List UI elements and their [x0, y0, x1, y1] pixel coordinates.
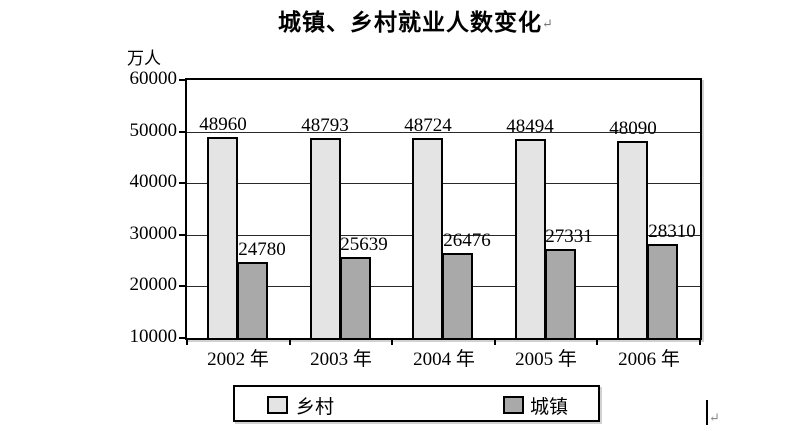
legend-box: 乡村 城镇: [233, 385, 600, 422]
bar-urban[interactable]: [340, 257, 371, 338]
bar-value-label-rural: 48494: [506, 116, 554, 137]
gridline-40000: [187, 183, 700, 184]
chart-title: 城镇、乡村就业人数变化↵: [0, 3, 795, 37]
legend-label-urban: 城镇: [530, 397, 569, 418]
bar-value-label-urban: 28310: [648, 221, 696, 242]
bar-value-label-urban: 24780: [238, 239, 286, 260]
y-axis-unit-label: 万人: [127, 49, 161, 68]
x-category-label: 2002 年: [207, 349, 269, 370]
y-axis-tick: [179, 131, 185, 133]
bar-value-label-urban: 26476: [443, 230, 491, 251]
y-axis-tick: [179, 79, 185, 81]
y-tick-label: 10000: [129, 326, 178, 347]
bar-value-label-rural: 48724: [404, 115, 452, 136]
y-tick-label: 50000: [129, 120, 178, 141]
bar-value-label-rural: 48090: [609, 118, 657, 139]
y-axis-tick: [179, 182, 185, 184]
x-axis-tick: [596, 340, 598, 345]
x-axis-tick: [289, 340, 291, 345]
x-category-label: 2003 年: [310, 349, 372, 370]
bar-urban[interactable]: [647, 244, 678, 338]
bar-rural[interactable]: [207, 137, 238, 338]
bar-rural[interactable]: [515, 139, 546, 338]
bar-value-label-urban: 25639: [340, 234, 388, 255]
y-axis-tick: [179, 285, 185, 287]
bar-urban[interactable]: [442, 253, 473, 338]
y-axis-tick: [179, 337, 185, 339]
plot-area: 48960 48793 48724 48494 48090 24780 25639 26476…: [185, 78, 702, 340]
legend-label-rural: 乡村: [296, 397, 335, 418]
gridline-50000: [187, 132, 700, 133]
legend-swatch-rural: [267, 396, 288, 414]
bar-urban[interactable]: [545, 249, 576, 338]
x-category-label: 2004 年: [413, 349, 475, 370]
legend-swatch-urban: [503, 396, 524, 414]
paragraph-mark-icon: ↵: [542, 16, 553, 31]
y-tick-label: 40000: [129, 171, 178, 192]
x-axis-tick: [699, 340, 701, 345]
y-tick-label: 20000: [129, 274, 178, 295]
bar-rural[interactable]: [310, 138, 341, 338]
y-tick-label: 60000: [129, 68, 178, 89]
paragraph-mark-icon: ↵: [709, 410, 720, 425]
bar-rural[interactable]: [412, 138, 443, 338]
y-tick-label: 30000: [129, 223, 178, 244]
x-axis-tick: [186, 340, 188, 345]
chart-title-text: 城镇、乡村就业人数变化: [278, 10, 543, 35]
bar-urban[interactable]: [237, 262, 268, 338]
x-category-label: 2006 年: [618, 349, 680, 370]
x-axis-tick: [494, 340, 496, 345]
bar-value-label-rural: 48793: [301, 115, 349, 136]
bar-value-label-rural: 48960: [199, 114, 247, 135]
gridline-30000: [187, 235, 700, 236]
x-axis-tick: [391, 340, 393, 345]
x-category-label: 2005 年: [515, 349, 577, 370]
text-cursor[interactable]: [706, 400, 708, 425]
bar-rural[interactable]: [617, 141, 648, 338]
y-axis-tick: [179, 234, 185, 236]
bar-value-label-urban: 27331: [545, 226, 593, 247]
